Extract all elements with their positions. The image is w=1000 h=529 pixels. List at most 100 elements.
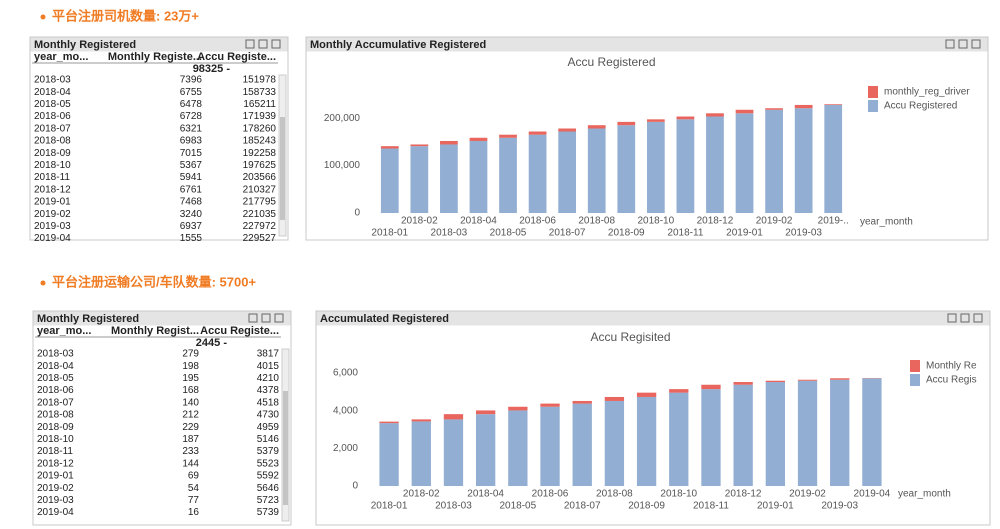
table-cell: 165211 <box>243 99 276 110</box>
table-cell: 5941 <box>180 172 203 183</box>
bar-segment <box>824 104 843 105</box>
bar-segment <box>701 389 721 486</box>
table-cell: 4210 <box>257 373 280 384</box>
bar-segment <box>469 140 488 213</box>
column-header: Monthly Regist... <box>111 325 199 337</box>
table-cell: 6983 <box>180 136 203 147</box>
legend-label: Monthly Re <box>926 361 977 372</box>
table-cell: 5379 <box>257 446 280 457</box>
panel-caption-bar <box>316 311 990 326</box>
table-cell: 6321 <box>180 123 203 134</box>
x-tick-label: 2019-03 <box>785 228 822 239</box>
bar-segment <box>824 104 843 213</box>
bar-segment <box>528 134 547 213</box>
table-cell: 7015 <box>180 148 203 159</box>
bar-segment <box>733 382 753 385</box>
legend-swatch <box>868 100 878 112</box>
legend-swatch <box>910 360 920 372</box>
x-tick-label: 2018-12 <box>697 216 734 227</box>
x-tick-label: 2019-04 <box>854 489 891 500</box>
table-cell: 2018-07 <box>37 397 74 408</box>
x-tick-label: 2018-05 <box>490 228 527 239</box>
bullet <box>40 14 46 20</box>
table-cell: 4378 <box>257 385 280 396</box>
bar-segment <box>733 384 753 486</box>
bar-segment <box>443 419 464 486</box>
bar-segment <box>706 113 724 117</box>
legend-swatch <box>910 374 920 386</box>
table-cell: 2018-10 <box>34 160 71 171</box>
bar-segment <box>669 392 689 486</box>
column-header: year_mo... <box>37 325 91 337</box>
bar-segment <box>604 396 625 401</box>
bar-segment <box>476 410 496 415</box>
table-cell: 221035 <box>243 209 277 220</box>
bar-segment <box>572 400 592 404</box>
table-cell: 5146 <box>257 434 280 445</box>
table-cell: 69 <box>188 471 200 482</box>
table-cell: 171939 <box>243 111 277 122</box>
bar-segment <box>797 380 818 486</box>
table-panel <box>32 310 292 526</box>
section-heading: 平台注册司机数量: 23万+ <box>52 8 199 23</box>
bar-segment <box>469 137 488 141</box>
table-cell: 2018-11 <box>34 172 70 183</box>
section-heading: 平台注册运输公司/车队数量: 5700+ <box>52 274 256 289</box>
bar-segment <box>604 400 625 486</box>
table-cell: 2019-04 <box>34 233 71 244</box>
table-cell: 5723 <box>257 495 280 506</box>
bar-segment <box>540 406 560 486</box>
table-cell: 4959 <box>257 422 280 433</box>
table-cell: 158733 <box>243 87 277 98</box>
table-cell: 2018-05 <box>34 99 71 110</box>
panel-caption-bar <box>33 311 291 326</box>
panel-caption-bar <box>306 37 988 52</box>
table-cell: 140 <box>182 397 199 408</box>
x-tick-label: 2018-06 <box>519 216 556 227</box>
bar-segment <box>617 121 636 126</box>
bar-segment <box>765 109 783 213</box>
table-cell: 2019-02 <box>34 209 71 220</box>
x-tick-label: 2018-08 <box>596 489 633 500</box>
x-tick-label: 2018-11 <box>693 501 729 512</box>
table-cell: 1555 <box>180 233 203 244</box>
bar-segment <box>765 382 785 486</box>
table-cell: 6478 <box>180 99 203 110</box>
bar-segment <box>735 109 754 114</box>
table-cell: 2018-12 <box>34 184 71 195</box>
panel-icon <box>274 313 284 323</box>
table-cell: 198 <box>182 361 199 372</box>
table-cell: 2018-10 <box>37 434 74 445</box>
table-cell: 229 <box>182 422 199 433</box>
chart-title: Accu Regisited <box>590 330 670 344</box>
bar-segment <box>410 144 429 147</box>
bar-segment <box>636 396 657 486</box>
bar-segment <box>443 414 464 420</box>
table-cell: 3240 <box>180 209 203 220</box>
table-total: 2445 - <box>196 337 228 349</box>
table-cell: 2019-01 <box>37 471 74 482</box>
bar-segment <box>440 144 458 213</box>
table-cell: 2018-12 <box>37 458 74 469</box>
table-cell: 151978 <box>243 75 277 86</box>
x-tick-label: 2018-05 <box>499 501 536 512</box>
panel-icon <box>945 39 955 49</box>
column-header: Accu Registe... <box>200 325 279 337</box>
table-cell: 279 <box>182 349 199 360</box>
bar-segment <box>765 380 785 383</box>
x-tick-label: 2019-01 <box>726 228 763 239</box>
table-cell: 2019-03 <box>34 221 71 232</box>
x-tick-label: 2019-02 <box>756 216 793 227</box>
table-cell: 178260 <box>243 123 277 134</box>
x-tick-label: 2019-03 <box>821 501 858 512</box>
chart-title: Accu Registered <box>567 55 655 69</box>
table-cell: 2019-01 <box>34 197 71 208</box>
bar-segment <box>830 379 850 486</box>
table-cell: 5739 <box>257 507 280 518</box>
x-axis-label: year_month <box>898 489 951 500</box>
table-cell: 197625 <box>243 160 277 171</box>
legend-label: monthly_reg_driver <box>884 87 970 98</box>
bar-segment <box>701 384 721 390</box>
table-cell: 210327 <box>243 184 277 195</box>
table-cell: 203566 <box>243 172 277 183</box>
